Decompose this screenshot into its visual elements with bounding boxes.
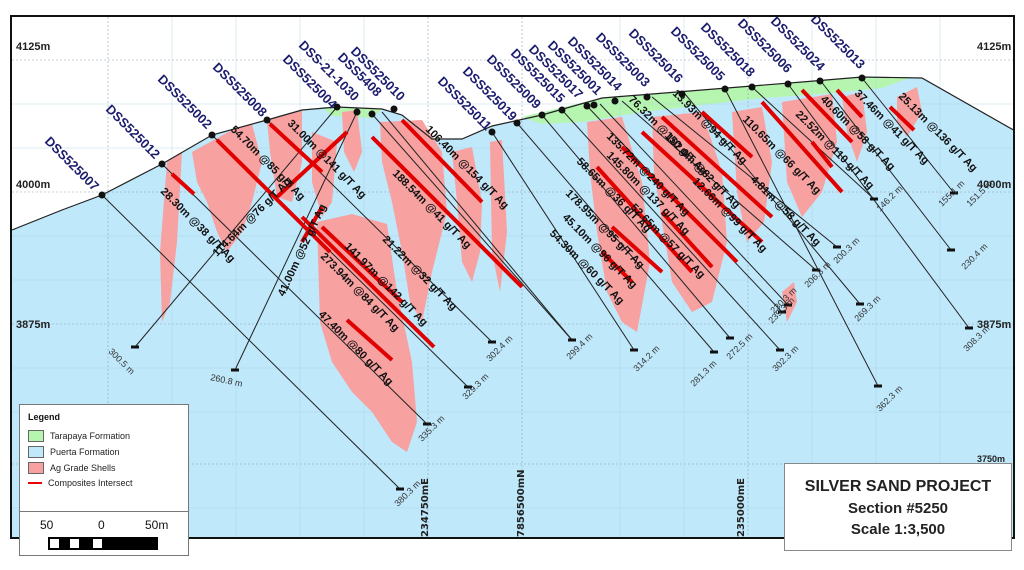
legend-title: Legend	[28, 412, 61, 422]
scale-bar: 50 0 50m	[20, 512, 188, 557]
section-number: Section #5250	[847, 500, 949, 517]
title-box: SILVER SAND PROJECT Section #5250 Scale …	[784, 463, 1012, 551]
scale-label-left: 50	[40, 518, 54, 532]
collar-points	[98, 74, 866, 199]
legend-item-tarapaya: Tarapaya Formation	[28, 429, 130, 443]
elevation-label-right: 3750m	[977, 454, 1005, 464]
composite-line-swatch	[28, 482, 42, 484]
easting-label: 235000mE	[736, 478, 747, 537]
tarapaya-swatch	[28, 430, 44, 442]
hole-label: DSS525008	[210, 60, 270, 120]
elevation-label-right: 3875m	[977, 319, 1011, 331]
map-scale: Scale 1:3,500	[850, 521, 946, 538]
scale-bar-graphic	[48, 537, 158, 550]
scale-label-mid: 0	[98, 518, 105, 532]
scale-label-right: 50m	[145, 518, 169, 532]
hole-label: DSS525012	[103, 102, 163, 162]
elevation-label-left: 4125m	[16, 41, 50, 53]
northing-label: 7856500mN	[516, 470, 527, 538]
legend-item-ag-shells: Ag Grade Shells	[28, 461, 116, 475]
legend-label: Puerta Formation	[50, 447, 120, 457]
hole-label: DSS525007	[42, 134, 102, 194]
elevation-label-right: 4000m	[977, 179, 1011, 191]
legend-item-puerta: Puerta Formation	[28, 445, 120, 459]
legend-item-composites: Composites Intersect	[28, 476, 133, 490]
section-frame: 4125m 4000m 3875m 4125m 4000m 3875m 3750…	[10, 15, 1015, 539]
legend-label: Composites Intersect	[48, 478, 133, 488]
cross-section-map: 4125m 4000m 3875m 4125m 4000m 3875m 3750…	[12, 17, 1013, 538]
hole-label: DSS525002	[155, 72, 215, 132]
legend-panel: Legend Tarapaya Formation Puerta Formati…	[19, 404, 189, 556]
end-of-hole-markers	[131, 191, 973, 491]
legend-label: Ag Grade Shells	[50, 463, 116, 473]
elevation-label-right: 4125m	[977, 41, 1011, 53]
legend-divider	[20, 511, 188, 512]
elevation-label-left: 3875m	[16, 319, 50, 331]
project-title: SILVER SAND PROJECT	[804, 478, 992, 495]
puerta-swatch	[28, 446, 44, 458]
composite-intersects	[170, 88, 916, 362]
easting-label: 234750mE	[420, 478, 431, 537]
elevation-label-left: 4000m	[16, 179, 50, 191]
ag-shell-swatch	[28, 462, 44, 474]
legend-label: Tarapaya Formation	[50, 431, 131, 441]
drill-traces	[101, 77, 970, 490]
tarapaya-formation	[522, 77, 912, 124]
